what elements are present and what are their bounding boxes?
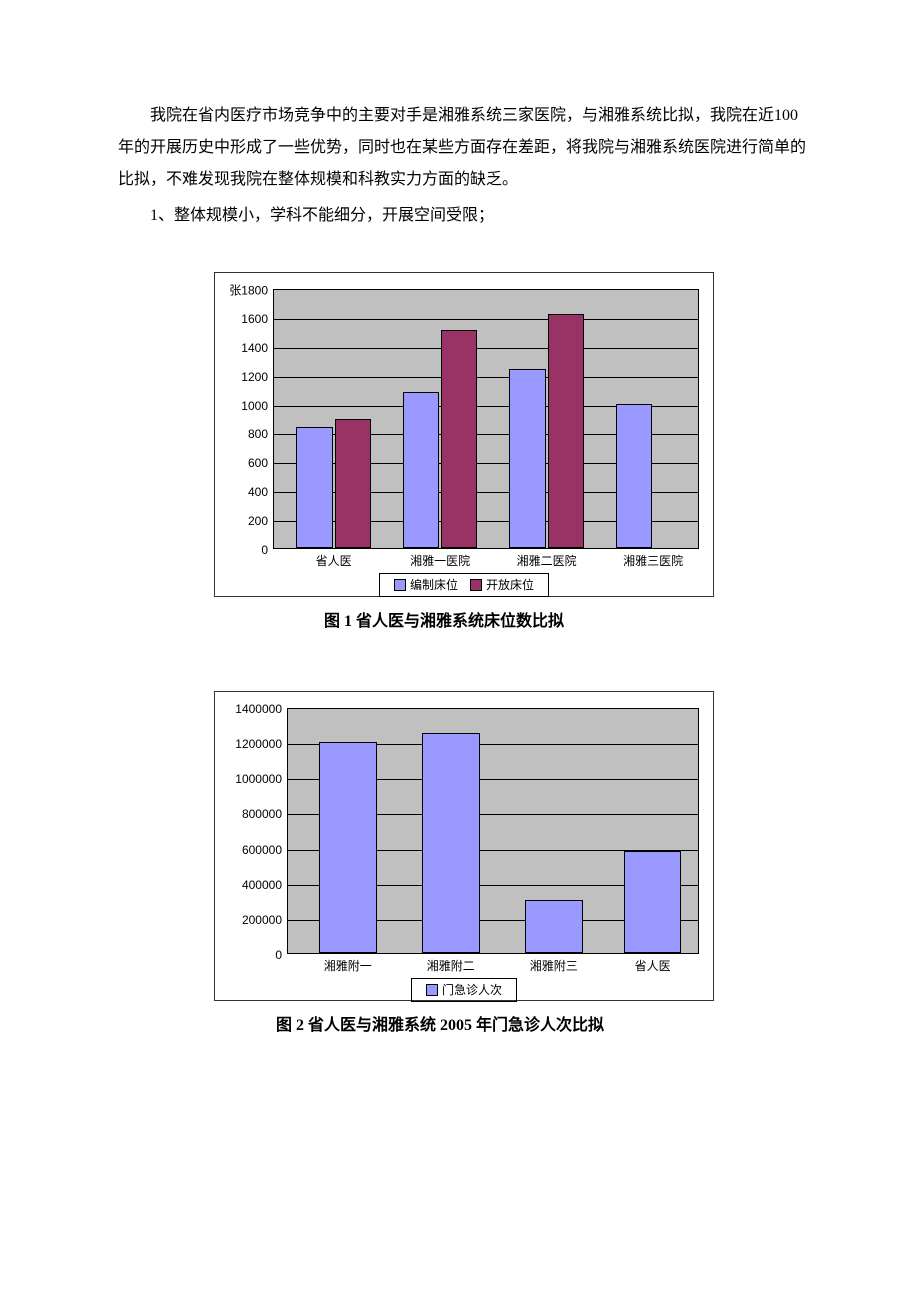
bar <box>335 419 371 548</box>
page: 我院在省内医疗市场竞争中的主要对手是湘雅系统三家医院，与湘雅系统比拟，我院在近1… <box>0 0 920 1155</box>
y-tick-label: 1000 <box>241 399 274 413</box>
legend-item: 门急诊人次 <box>426 981 502 998</box>
gridline <box>274 348 698 349</box>
chart-1-legend: 编制床位 开放床位 <box>379 573 549 597</box>
y-tick-label: 1600 <box>241 312 274 326</box>
legend-label: 开放床位 <box>486 576 534 593</box>
gridline <box>274 319 698 320</box>
chart-2-legend: 门急诊人次 <box>411 978 517 1002</box>
y-tick-label: 1400000 <box>235 702 288 716</box>
y-tick-label: 张1800 <box>229 282 274 299</box>
list-item-1: 1、整体规模小，学科不能细分，开展空间受限； <box>118 200 810 232</box>
y-tick-label: 200000 <box>242 913 288 927</box>
bar <box>441 330 477 548</box>
chart-1-container: 02004006008001000120014001600张1800省人医湘雅一… <box>118 272 810 631</box>
bar <box>624 851 682 953</box>
chart-1: 02004006008001000120014001600张1800省人医湘雅一… <box>214 272 714 631</box>
bar <box>616 404 652 548</box>
chart-2-legend-wrap: 门急诊人次 <box>215 954 713 1002</box>
chart-1-legend-wrap: 编制床位 开放床位 <box>215 549 713 597</box>
y-tick-label: 1000000 <box>235 772 288 786</box>
bar <box>525 900 583 953</box>
chart-1-plot-area: 02004006008001000120014001600张1800省人医湘雅一… <box>273 289 699 549</box>
y-tick-label: 400000 <box>242 878 288 892</box>
y-tick-label: 1200 <box>241 370 274 384</box>
bar <box>403 392 439 548</box>
y-tick-label: 200 <box>248 514 274 528</box>
y-tick-label: 1200000 <box>235 737 288 751</box>
legend-item: 开放床位 <box>470 576 534 593</box>
chart-2: 0200000400000600000800000100000012000001… <box>214 691 714 1035</box>
chart-1-caption: 图 1 省人医与湘雅系统床位数比拟 <box>214 607 714 631</box>
bar <box>319 742 377 953</box>
paragraph-1: 我院在省内医疗市场竞争中的主要对手是湘雅系统三家医院，与湘雅系统比拟，我院在近1… <box>118 100 810 196</box>
y-tick-label: 800 <box>248 427 274 441</box>
bar <box>509 369 545 548</box>
chart-2-caption: 图 2 省人医与湘雅系统 2005 年门急诊人次比拟 <box>214 1011 714 1035</box>
legend-label: 编制床位 <box>410 576 458 593</box>
legend-swatch <box>426 984 438 996</box>
legend-label: 门急诊人次 <box>442 981 502 998</box>
chart-2-border: 0200000400000600000800000100000012000001… <box>214 691 714 1001</box>
chart-1-border: 02004006008001000120014001600张1800省人医湘雅一… <box>214 272 714 597</box>
bar <box>422 733 480 953</box>
chart-2-container: 0200000400000600000800000100000012000001… <box>118 691 810 1035</box>
legend-swatch <box>394 579 406 591</box>
bar <box>548 314 584 548</box>
y-tick-label: 400 <box>248 485 274 499</box>
legend-item: 编制床位 <box>394 576 458 593</box>
y-tick-label: 1400 <box>241 341 274 355</box>
bar <box>296 427 332 548</box>
y-tick-label: 600000 <box>242 843 288 857</box>
legend-swatch <box>470 579 482 591</box>
y-tick-label: 600 <box>248 456 274 470</box>
chart-2-plot-area: 0200000400000600000800000100000012000001… <box>287 708 699 954</box>
spacer-1 <box>118 631 810 691</box>
y-tick-label: 800000 <box>242 807 288 821</box>
gridline <box>274 377 698 378</box>
